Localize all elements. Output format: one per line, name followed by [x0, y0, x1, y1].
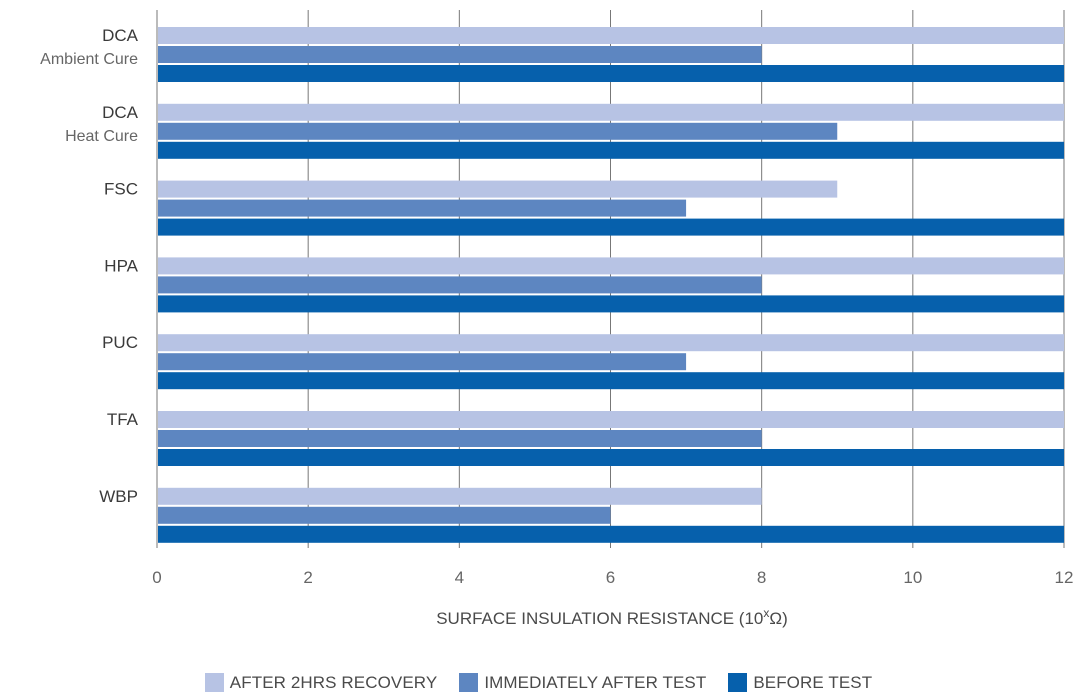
bar-before-test-puc	[158, 372, 1064, 390]
legend: AFTER 2HRS RECOVERY IMMEDIATELY AFTER TES…	[0, 671, 1077, 694]
bar-before-test-tfa	[158, 449, 1064, 466]
bar-after-2hrs-recovery-dca	[158, 27, 1064, 44]
category-label: PUC	[102, 333, 138, 352]
category-label: DCA	[102, 26, 139, 45]
x-tick-label: 10	[903, 568, 922, 587]
x-tick-label: 12	[1055, 568, 1074, 587]
bar-before-test-fsc	[158, 218, 1064, 236]
bar-immediately-after-test-dca	[158, 46, 762, 63]
x-tick-label: 0	[152, 568, 161, 587]
x-tick-label: 4	[455, 568, 464, 587]
bar-before-test-hpa	[158, 295, 1064, 313]
bar-immediately-after-test-hpa	[158, 276, 762, 294]
bar-immediately-after-test-puc	[158, 353, 687, 371]
bars	[158, 27, 1064, 543]
legend-label: AFTER 2HRS RECOVERY	[229, 672, 438, 692]
legend-item: BEFORE TEST	[728, 673, 872, 693]
category-label: DCA	[102, 103, 139, 122]
x-axis-title: SURFACE INSULATION RESISTANCE (10xΩ)	[436, 606, 788, 628]
bar-after-2hrs-recovery-dca	[158, 103, 1064, 121]
x-tick-labels: 0 2 4 6 8 10 12	[152, 568, 1073, 587]
bar-immediately-after-test-tfa	[158, 430, 762, 447]
category-label: WBP	[99, 487, 138, 506]
bar-immediately-after-test-dca	[158, 122, 838, 140]
legend-swatch	[204, 673, 224, 692]
category-label: FSC	[104, 180, 138, 199]
x-tick-label: 6	[606, 568, 615, 587]
bar-after-2hrs-recovery-hpa	[158, 257, 1064, 275]
x-tick-label: 8	[757, 568, 766, 587]
bar-before-test-dca	[158, 65, 1064, 82]
category-sublabel: Ambient Cure	[40, 51, 138, 68]
category-sublabel: Heat Cure	[65, 128, 138, 145]
category-labels: DCA Ambient Cure DCA Heat Cure FSC HPA PUC TFA W…	[40, 26, 138, 506]
category-label: HPA	[104, 256, 138, 275]
category-label: TFA	[107, 410, 139, 429]
x-tick-label: 2	[303, 568, 312, 587]
legend-item: AFTER 2HRS RECOVERY	[204, 672, 438, 693]
bar-after-2hrs-recovery-fsc	[158, 180, 838, 198]
legend-swatch	[459, 673, 479, 692]
bar-immediately-after-test-fsc	[158, 199, 687, 217]
legend-label: BEFORE TEST	[753, 672, 873, 692]
legend-swatch	[728, 673, 748, 692]
legend-item: IMMEDIATELY AFTER TEST	[459, 673, 706, 693]
bar-after-2hrs-recovery-puc	[158, 334, 1064, 352]
bar-before-test-wbp	[158, 525, 1064, 543]
legend-label: IMMEDIATELY AFTER TEST	[484, 672, 707, 692]
bar-before-test-dca	[158, 141, 1064, 159]
bar-after-2hrs-recovery-tfa	[158, 411, 1064, 428]
bar-after-2hrs-recovery-wbp	[158, 487, 762, 505]
bar-immediately-after-test-wbp	[158, 506, 611, 524]
